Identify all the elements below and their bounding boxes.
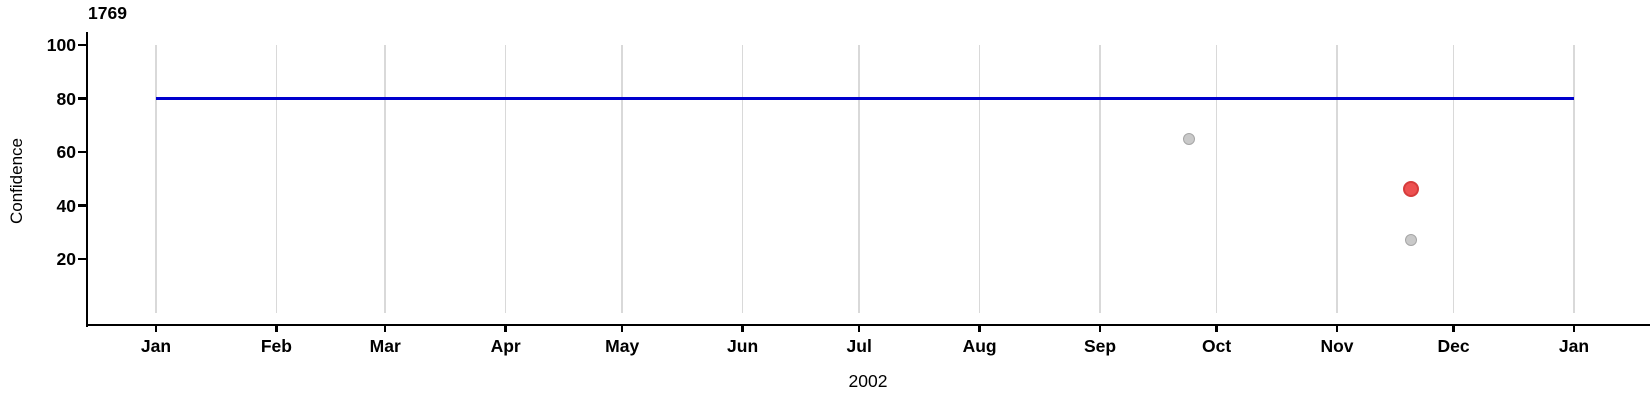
x-tick-label: Jun: [727, 336, 759, 356]
x-tick: [1452, 324, 1455, 332]
x-tick: [620, 324, 624, 332]
month-gridline: [1215, 45, 1218, 313]
x-axis-label: 2002: [848, 371, 888, 391]
x-tick-label: Aug: [962, 336, 997, 356]
data-point-highlighted: [1402, 181, 1419, 198]
y-tick: [78, 257, 86, 261]
month-gridline: [275, 45, 278, 313]
data-point-normal: [1404, 234, 1417, 247]
x-tick-label: Nov: [1320, 336, 1354, 356]
month-gridline: [741, 45, 744, 313]
month-gridline: [384, 45, 386, 313]
y-tick-label: 40: [56, 195, 76, 216]
month-gridline: [1336, 45, 1338, 313]
y-tick-label: 80: [56, 88, 76, 109]
x-tick-label: Jan: [140, 336, 172, 356]
month-gridline: [621, 45, 623, 313]
month-gridline: [1573, 45, 1575, 313]
y-axis: [85, 32, 88, 327]
month-gridline: [1452, 45, 1455, 313]
x-tick: [978, 324, 981, 332]
x-tick: [154, 324, 158, 332]
y-tick: [78, 43, 86, 47]
chart-title: 1769: [88, 3, 127, 23]
x-tick: [504, 324, 507, 332]
month-gridline: [504, 45, 507, 313]
x-tick: [741, 324, 744, 332]
reference-line: [156, 97, 1574, 100]
x-axis: [85, 323, 1650, 326]
x-tick: [383, 324, 387, 332]
x-tick: [1335, 324, 1339, 332]
x-tick-label: Apr: [490, 336, 521, 356]
y-tick-label: 60: [56, 142, 76, 162]
x-tick: [1098, 324, 1102, 332]
x-tick: [1215, 324, 1218, 332]
y-tick: [78, 150, 86, 154]
x-tick-label: Mar: [369, 336, 401, 356]
month-gridline: [155, 45, 157, 313]
x-tick-label: Jul: [846, 336, 872, 356]
month-gridline: [1099, 45, 1101, 313]
y-axis-label: Confidence: [7, 137, 26, 225]
x-tick-label: Oct: [1201, 336, 1232, 356]
y-tick-label: 100: [46, 35, 76, 55]
month-gridline: [858, 45, 860, 313]
data-point-normal: [1183, 132, 1196, 145]
x-tick: [275, 324, 278, 332]
x-tick: [857, 324, 861, 332]
x-tick-label: Sep: [1083, 336, 1117, 356]
month-gridline: [978, 45, 981, 313]
x-tick-label: Dec: [1437, 336, 1470, 356]
x-tick-label: Feb: [260, 336, 292, 356]
y-tick: [78, 204, 86, 207]
x-tick: [1572, 324, 1576, 332]
y-tick-label: 20: [56, 249, 76, 269]
x-tick-label: Jan: [1558, 336, 1590, 356]
y-tick: [78, 97, 86, 100]
x-tick-label: May: [605, 336, 640, 356]
